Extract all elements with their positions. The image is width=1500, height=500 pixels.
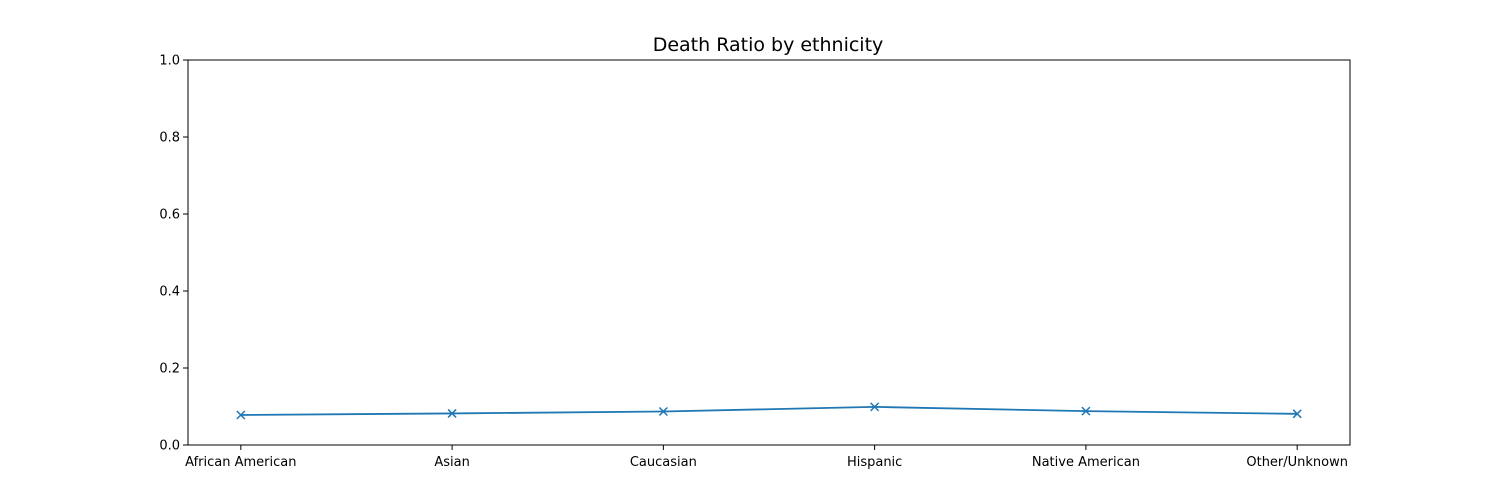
- chart-title: Death Ratio by ethnicity: [653, 34, 884, 56]
- data-point: [870, 402, 880, 412]
- y-tick-label: 0.6: [159, 208, 180, 223]
- x-tick-label: Other/Unknown: [1246, 455, 1348, 470]
- data-point: [1292, 409, 1302, 419]
- x-tick-label: Hispanic: [847, 455, 902, 470]
- x-tick-label: Native American: [1032, 455, 1140, 470]
- plot-area-frame: [187, 59, 1351, 446]
- x-tick-label: African American: [185, 455, 296, 470]
- y-tick-label: 0.2: [159, 362, 180, 377]
- series-line: [240, 405, 1298, 416]
- y-axis: 0.0 0.2 0.4 0.6 0.8 1.0: [159, 54, 188, 454]
- x-tick-label: Asian: [434, 455, 469, 470]
- y-tick-label: 0.8: [159, 131, 180, 146]
- x-axis: African American Asian Caucasian Hispanic Na…: [185, 445, 1348, 470]
- y-tick-label: 1.0: [159, 54, 180, 69]
- x-tick-label: Caucasian: [630, 455, 697, 470]
- y-tick-label: 0.4: [159, 285, 180, 300]
- y-tick-label: 0.0: [159, 439, 180, 454]
- data-point: [447, 408, 457, 418]
- data-point: [658, 406, 668, 417]
- data-point: [1081, 406, 1091, 416]
- series-layer: [236, 402, 1302, 420]
- data-point: [236, 410, 246, 420]
